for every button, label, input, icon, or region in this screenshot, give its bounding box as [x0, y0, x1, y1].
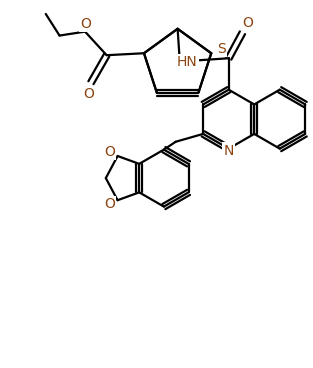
Text: O: O	[84, 88, 95, 102]
Text: N: N	[223, 144, 234, 158]
Text: HN: HN	[177, 55, 198, 69]
Text: O: O	[81, 17, 91, 31]
Text: O: O	[104, 145, 115, 159]
Text: O: O	[242, 16, 253, 30]
Text: O: O	[104, 197, 115, 211]
Text: S: S	[217, 42, 225, 56]
